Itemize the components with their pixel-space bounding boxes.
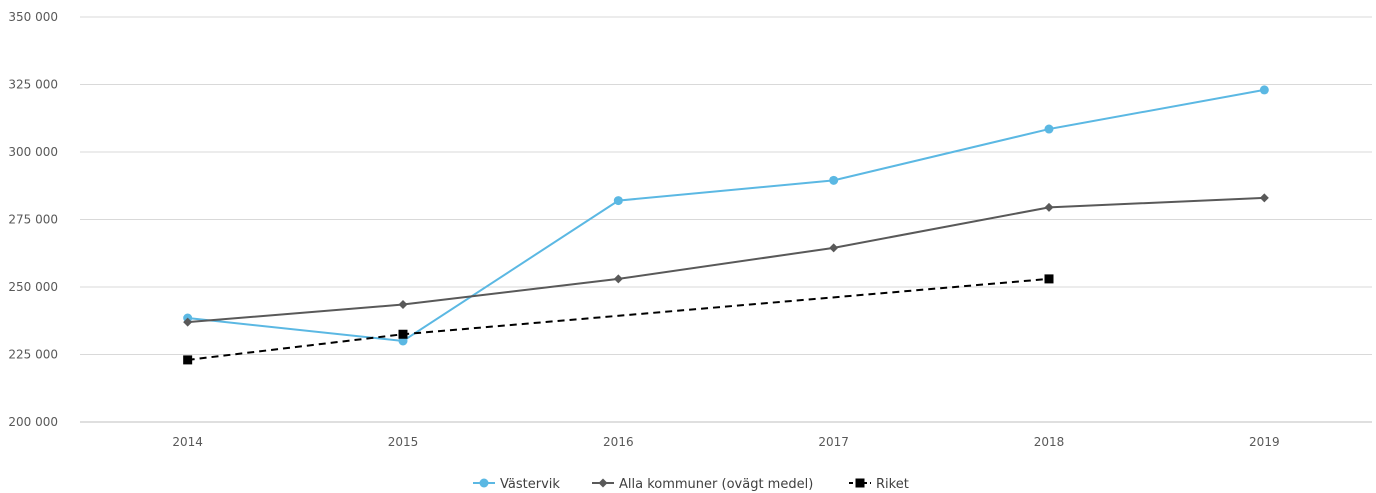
y-tick-label: 300 000 [8,145,58,159]
series-1 [183,193,1269,327]
data-point [1259,85,1269,95]
series-layer [183,85,1269,365]
y-tick-label: 275 000 [8,213,58,227]
legend: Västervik Alla kommuner (ovägt medel) Rike… [473,477,909,492]
y-tick-label: 350 000 [8,10,58,24]
legend-label: Riket [876,477,909,492]
data-point [1044,202,1054,212]
data-point [183,317,193,327]
y-tick-label: 250 000 [8,280,58,294]
data-point [613,196,623,206]
y-tick-label: 225 000 [8,348,58,362]
legend-label: Västervik [500,477,560,492]
x-axis-ticks: 2014 2015 2016 2017 2018 2019 [172,435,1279,449]
x-tick-label: 2016 [603,435,634,449]
legend-item: Riket [849,477,909,492]
legend-item: Västervik [473,477,560,492]
data-point [183,355,193,365]
x-tick-label: 2014 [172,435,203,449]
series-line [187,88,1265,343]
x-tick-label: 2015 [388,435,419,449]
data-point [398,300,408,310]
legend-label: Alla kommuner (ovägt medel) [619,477,813,492]
y-axis-ticks: 200 000 225 000 250 000 275 000 300 000 325 0… [8,10,58,429]
gridlines [80,16,1372,423]
x-tick-label: 2017 [818,435,849,449]
series-2 [183,274,1054,365]
legend-marker [855,478,865,488]
data-point [613,274,623,284]
x-tick-label: 2019 [1249,435,1280,449]
legend-item: Alla kommuner (ovägt medel) [592,477,813,492]
x-tick-label: 2018 [1034,435,1065,449]
y-tick-label: 200 000 [8,415,58,429]
series-line [187,277,1050,361]
series-line [187,196,1265,324]
data-point [1044,274,1054,284]
data-point [829,175,839,185]
data-point [398,329,408,339]
data-point [829,243,839,253]
legend-marker [598,478,608,488]
data-point [1259,193,1269,203]
data-point [1044,124,1054,134]
y-tick-label: 325 000 [8,78,58,92]
legend-marker [479,478,489,488]
